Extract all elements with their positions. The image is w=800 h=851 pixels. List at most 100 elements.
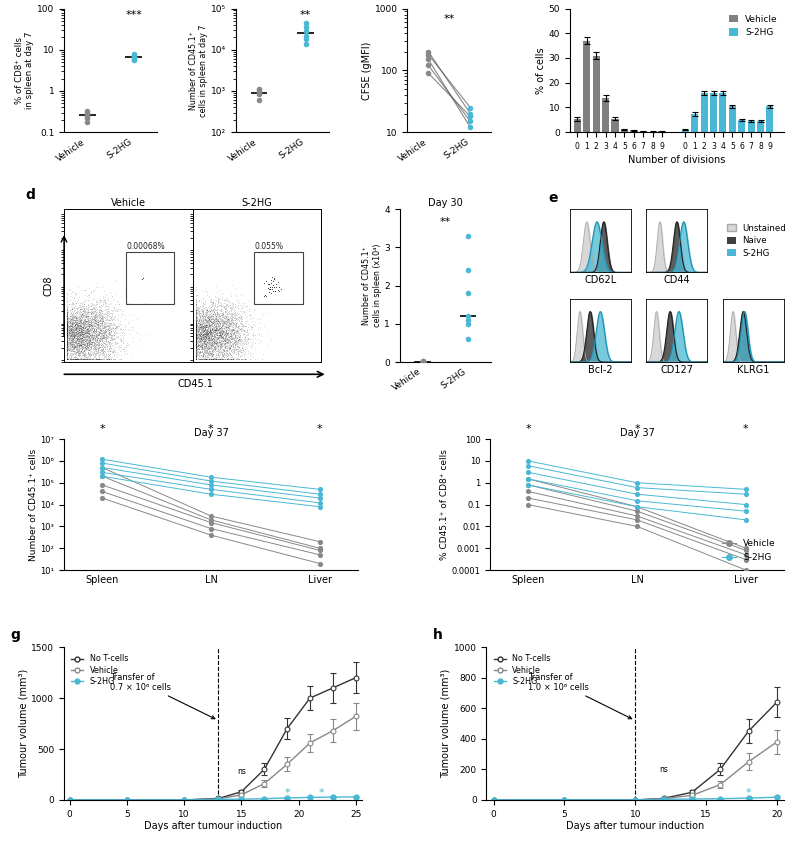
Point [230, 337, 243, 351]
Point [68, 340, 81, 354]
Point [61, 340, 74, 354]
Point [194, 331, 207, 345]
Point [212, 327, 225, 340]
Point [194, 344, 206, 357]
Point [65, 331, 78, 345]
Point [68, 351, 81, 365]
Point [191, 344, 204, 357]
Point [97, 334, 110, 347]
Point [194, 323, 207, 337]
Point [75, 340, 88, 354]
Point [209, 309, 222, 323]
Point [84, 318, 97, 332]
Point [80, 323, 93, 336]
Point [66, 351, 78, 365]
Point [229, 306, 242, 319]
Point [74, 316, 86, 329]
Point [194, 334, 206, 347]
Point [218, 336, 231, 350]
Point [91, 342, 104, 356]
Point [68, 329, 81, 343]
Point [68, 307, 81, 321]
Point [202, 340, 214, 354]
Point [219, 327, 232, 340]
Point [65, 335, 78, 349]
Point [72, 310, 85, 323]
Point [189, 318, 202, 332]
Point [78, 325, 91, 339]
Point [69, 316, 82, 329]
Point [416, 355, 429, 368]
Point [216, 351, 229, 365]
Point [78, 324, 90, 338]
Point [82, 348, 95, 362]
Point [80, 343, 93, 357]
Point [76, 327, 89, 340]
Point [66, 343, 78, 357]
Point [236, 304, 249, 317]
Point [61, 309, 74, 323]
Point [69, 317, 82, 331]
Point [206, 309, 218, 323]
Point [93, 333, 106, 346]
Point [104, 341, 117, 355]
Point [207, 328, 220, 342]
Point [209, 308, 222, 322]
Point [62, 328, 75, 341]
Point [191, 336, 204, 350]
Point [74, 317, 87, 330]
Point [61, 302, 74, 316]
Point [106, 318, 118, 332]
Point [200, 334, 213, 348]
Point [94, 300, 106, 314]
Point [198, 337, 210, 351]
Point [189, 314, 202, 328]
Point [314, 535, 326, 549]
Point [245, 339, 258, 352]
Point [206, 329, 218, 343]
Point [215, 310, 228, 323]
Point [194, 317, 206, 331]
Point [96, 470, 109, 483]
Point [199, 341, 212, 355]
Point [95, 317, 108, 330]
Point [206, 336, 218, 350]
Point [86, 323, 99, 337]
Point [68, 347, 81, 361]
Point [100, 313, 113, 327]
Point [216, 334, 229, 347]
Point [210, 309, 223, 323]
Point [214, 336, 227, 350]
Point [206, 351, 219, 365]
Point [89, 339, 102, 352]
Point [72, 310, 85, 323]
Point [190, 328, 203, 341]
Point [189, 345, 202, 358]
Point [210, 316, 222, 329]
Point [221, 351, 234, 365]
Point [193, 338, 206, 351]
Point [72, 313, 85, 327]
Point [86, 335, 98, 349]
Point [61, 334, 74, 348]
Point [230, 347, 242, 361]
Point [220, 351, 233, 365]
Point [66, 315, 79, 328]
Point [193, 315, 206, 328]
Point [89, 317, 102, 330]
Point [194, 311, 206, 324]
Point [66, 328, 79, 342]
Point [72, 336, 85, 350]
Point [202, 311, 214, 325]
Point [212, 339, 225, 352]
Point [71, 323, 84, 336]
Point [96, 323, 109, 337]
Point [80, 336, 93, 350]
Point [206, 347, 219, 361]
Point [92, 310, 105, 323]
Point [74, 321, 86, 334]
Point [190, 321, 203, 334]
Point [82, 319, 95, 333]
Point [230, 337, 242, 351]
Point [189, 336, 202, 350]
